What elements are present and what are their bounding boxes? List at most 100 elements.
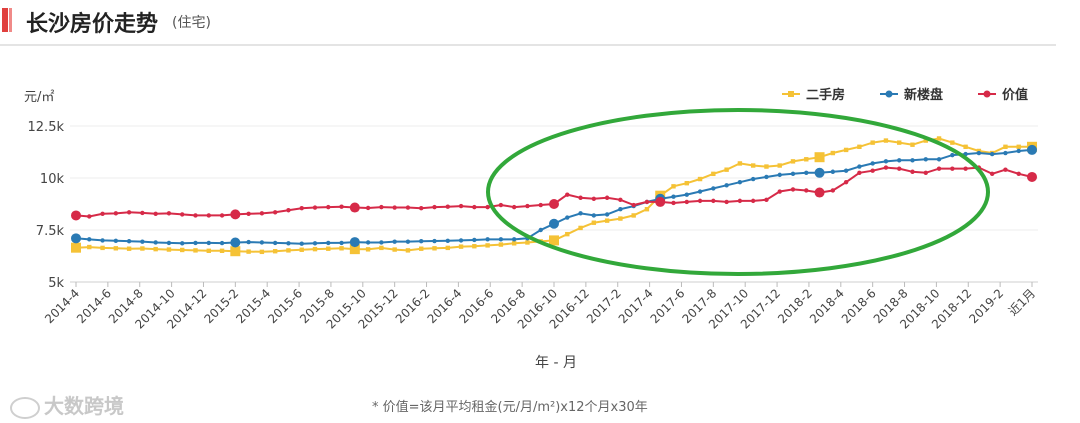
x-tick-label: 2014-4 [42,286,82,326]
data-point [100,238,105,243]
series-lines [71,136,1037,257]
data-point [193,240,198,246]
data-point [339,240,344,246]
data-point [870,140,875,145]
data-point [750,198,756,204]
data-point [259,211,265,216]
data-point [565,215,570,220]
data-point [230,237,241,248]
data-point [485,237,490,242]
x-tick-label: 2017-6 [648,286,688,326]
data-point [936,136,942,141]
data-point [126,246,132,251]
footnote: * 价值=该月平均租金(元/月/m²)x12个月x30年 [372,400,648,415]
data-point [604,212,610,217]
data-point [737,161,743,166]
data-point [724,183,729,188]
data-point [71,210,81,221]
data-point [950,166,955,171]
data-point [193,213,198,218]
data-point [312,241,318,246]
series-line-0 [75,137,1032,253]
legend-label[interactable]: 新楼盘 [904,87,943,103]
data-point [498,202,504,208]
data-point [392,205,397,210]
data-point [549,235,559,246]
data-point [950,140,955,145]
x-tick-label: 2014-6 [74,286,114,326]
data-point [804,188,809,193]
data-point [326,246,331,251]
data-point [339,246,344,251]
data-point [814,187,825,198]
data-point [976,150,982,156]
y-tick-label: 5k [48,276,64,291]
data-point [538,202,543,208]
data-point [286,248,291,253]
data-point [206,248,211,253]
title-accent-bar [2,8,8,32]
data-point [1003,150,1008,156]
data-point [711,186,716,191]
data-point [1027,171,1037,182]
data-point [286,241,291,246]
data-point [631,213,636,218]
legend-marker [983,90,991,98]
data-point [950,152,955,158]
data-point [549,199,559,209]
legend-label[interactable]: 二手房 [806,87,845,103]
data-point [511,241,517,246]
data-point [814,167,825,178]
data-point [538,227,543,233]
data-point [166,247,172,252]
data-point [631,202,636,208]
data-point [246,239,251,245]
data-point [591,213,597,218]
x-tick-label: 2016-2 [393,286,433,326]
data-point [511,204,517,210]
data-point [349,237,360,248]
data-point [697,198,703,204]
data-point [804,157,809,162]
data-point [100,211,105,216]
data-point [140,246,145,251]
data-point [326,240,331,246]
data-point [923,138,928,143]
data-point [578,195,583,200]
data-point [432,246,437,251]
data-point [857,164,862,169]
data-point [618,216,623,221]
data-point [113,246,119,251]
data-point [153,240,158,245]
x-tick-label: 2018-4 [807,286,847,326]
data-point [1016,144,1021,149]
data-point [883,138,889,143]
legend-label[interactable]: 价值 [1002,87,1028,103]
data-point [711,198,716,204]
data-point [219,248,225,253]
y-axis: 5k 7.5k 10k 12.5k [28,120,65,291]
data-point [230,209,241,220]
data-point [857,144,862,149]
data-point [923,157,928,162]
data-point [936,157,942,162]
data-point [511,237,517,242]
data-point [936,166,942,171]
data-point [777,189,782,194]
data-point [671,194,676,199]
data-point [989,171,995,177]
x-tick-label: 2015-4 [233,286,273,326]
chart-legend[interactable]: 二手房 新楼盘 价值 [782,87,1028,103]
data-point [419,246,424,251]
data-point [724,199,729,205]
chart-header: 长沙房价走势 (住宅) [0,0,1056,46]
data-point [166,240,172,246]
watermark: 大数跨境 [10,390,124,419]
data-point [272,249,278,254]
data-point [445,204,450,209]
data-point [655,196,666,207]
data-point [87,214,92,219]
data-point [113,211,119,216]
data-point [299,205,304,211]
data-point [312,205,318,210]
